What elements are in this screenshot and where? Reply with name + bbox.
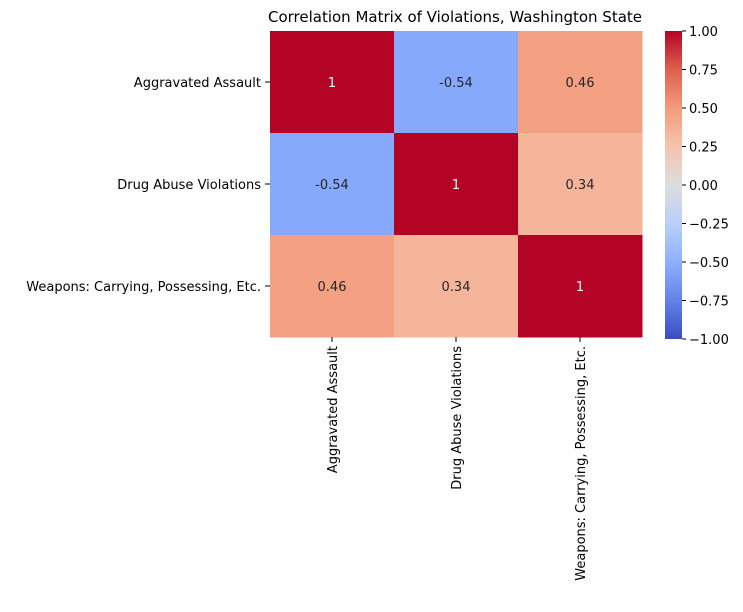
x-tick-label: Aggravated Assault bbox=[326, 346, 341, 473]
heatmap-cell bbox=[394, 133, 519, 236]
colorbar-tick-label: 0.25 bbox=[689, 141, 718, 156]
colorbar-tick-label: −1.00 bbox=[689, 333, 729, 348]
heatmap-cells bbox=[270, 31, 643, 338]
colorbar-tick-label: −0.50 bbox=[689, 256, 729, 271]
cell-annotation: -0.54 bbox=[439, 76, 473, 91]
colorbar-tick-label: 0.75 bbox=[689, 64, 718, 79]
x-axis-ticks: Aggravated Assault Drug Abuse Violations W… bbox=[326, 337, 589, 581]
colorbar-tick-label: −0.25 bbox=[689, 218, 729, 233]
x-tick-label: Drug Abuse Violations bbox=[450, 346, 465, 490]
y-tick-label: Drug Abuse Violations bbox=[117, 178, 261, 193]
y-tick-label: Weapons: Carrying, Possessing, Etc. bbox=[26, 280, 261, 295]
y-axis-ticks: Aggravated Assault Drug Abuse Violations W… bbox=[26, 76, 270, 295]
cell-annotation: -0.54 bbox=[315, 178, 349, 193]
heatmap-cell bbox=[518, 133, 643, 236]
heatmap-cell bbox=[270, 235, 395, 338]
x-tick-label: Weapons: Carrying, Possessing, Etc. bbox=[574, 346, 589, 581]
heatmap-cell bbox=[270, 133, 395, 236]
y-tick-label: Aggravated Assault bbox=[134, 76, 261, 91]
cell-annotation: 1 bbox=[328, 76, 336, 91]
colorbar: 1.00 0.75 0.50 0.25 0.00 −0.25 −0.50 −0.75 −1.00 bbox=[665, 25, 729, 348]
colorbar-tick-label: −0.75 bbox=[689, 295, 729, 310]
heatmap-cell bbox=[394, 235, 519, 338]
colorbar-gradient bbox=[665, 31, 682, 339]
cell-annotation: 0.46 bbox=[566, 76, 595, 91]
colorbar-tick-label: 1.00 bbox=[689, 25, 718, 40]
heatmap-cell bbox=[518, 31, 643, 134]
cell-annotation: 0.34 bbox=[442, 280, 471, 295]
heatmap-cell bbox=[518, 235, 643, 338]
heatmap-cell bbox=[270, 31, 395, 134]
colorbar-tick-label: 0.00 bbox=[689, 179, 718, 194]
cell-annotation: 0.46 bbox=[318, 280, 347, 295]
colorbar-tick-label: 0.50 bbox=[689, 102, 718, 117]
cell-annotation: 0.34 bbox=[566, 178, 595, 193]
cell-annotation: 1 bbox=[576, 280, 584, 295]
cell-annotation: 1 bbox=[452, 178, 460, 193]
chart-title: Correlation Matrix of Violations, Washin… bbox=[268, 8, 642, 26]
heatmap-cell bbox=[394, 31, 519, 134]
cell-annotations: 1 -0.54 0.46 -0.54 1 0.34 0.46 0.34 1 bbox=[315, 76, 594, 295]
